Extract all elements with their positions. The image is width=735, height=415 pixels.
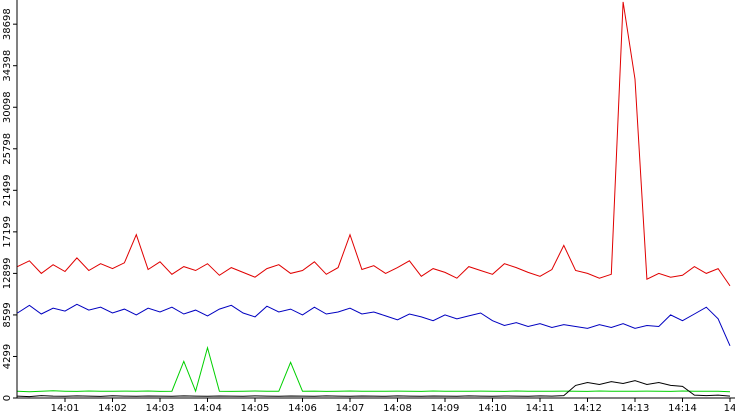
y-tick-label: 4299 bbox=[2, 344, 13, 369]
series-line bbox=[17, 345, 731, 393]
y-tick-label: 12899 bbox=[2, 257, 13, 289]
series-line bbox=[17, 1, 731, 287]
y-tick-label: 0 bbox=[2, 395, 13, 401]
series-line bbox=[17, 303, 731, 347]
x-tick-label: 14:09 bbox=[431, 403, 460, 414]
x-tick-label: 14:05 bbox=[241, 403, 270, 414]
y-tick-label: 30098 bbox=[2, 91, 13, 123]
x-tick-label: 14 bbox=[724, 403, 735, 414]
series-line bbox=[17, 380, 731, 398]
y-tick-label: 8599 bbox=[2, 302, 13, 327]
x-tick-label: 14:10 bbox=[478, 403, 507, 414]
y-tick-label: 17199 bbox=[2, 216, 13, 248]
y-tick-label: 25798 bbox=[2, 133, 13, 165]
x-tick-label: 14:11 bbox=[526, 403, 555, 414]
y-tick-label: 38698 bbox=[2, 8, 13, 40]
x-tick-label: 14:03 bbox=[146, 403, 175, 414]
y-tick-label: 21499 bbox=[2, 174, 13, 206]
x-tick-label: 14:12 bbox=[573, 403, 602, 414]
x-tick-label: 14:01 bbox=[51, 403, 80, 414]
x-tick-label: 14:07 bbox=[336, 403, 365, 414]
x-tick-label: 14:04 bbox=[193, 403, 222, 414]
x-tick-label: 14:08 bbox=[383, 403, 412, 414]
x-tick-label: 14:14 bbox=[668, 403, 697, 414]
x-tick-label: 14:02 bbox=[98, 403, 127, 414]
y-tick-label: 34398 bbox=[2, 50, 13, 82]
x-tick-label: 14:06 bbox=[288, 403, 317, 414]
x-tick-label: 14:13 bbox=[621, 403, 650, 414]
